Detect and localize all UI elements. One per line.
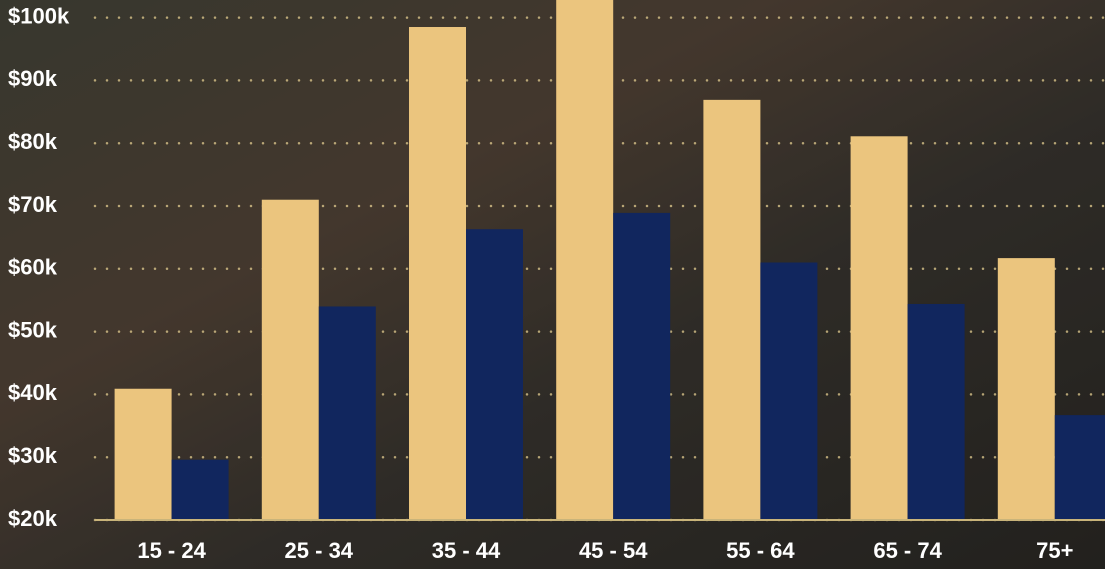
x-tick-label: 15 - 24 — [137, 538, 206, 563]
y-tick-label: $80k — [8, 129, 58, 154]
bar — [114, 388, 172, 520]
y-tick-label: $60k — [8, 255, 58, 280]
bar — [850, 136, 908, 520]
bar — [1054, 415, 1105, 520]
x-tick-label: 65 - 74 — [873, 538, 942, 563]
bar — [613, 212, 671, 520]
y-tick-label: $70k — [8, 192, 58, 217]
bar — [466, 229, 523, 520]
bar — [703, 99, 761, 520]
x-tick-label: 45 - 54 — [579, 538, 648, 563]
x-tick-label: 75+ — [1036, 538, 1073, 563]
bar — [409, 27, 466, 521]
bar — [556, 0, 614, 520]
y-tick-label: $90k — [8, 66, 58, 91]
bar — [997, 258, 1055, 520]
y-tick-label: $50k — [8, 317, 58, 342]
bar — [318, 306, 376, 520]
y-tick-label: $40k — [8, 380, 58, 405]
y-tick-label: $30k — [8, 443, 58, 468]
y-tick-label: $20k — [8, 506, 58, 531]
y-tick-label: $100k — [8, 3, 70, 28]
x-tick-label: 25 - 34 — [285, 538, 354, 563]
bar — [907, 303, 965, 520]
x-tick-label: 35 - 44 — [432, 538, 501, 563]
bar — [760, 262, 818, 520]
x-tick-label: 55 - 64 — [726, 538, 795, 563]
bar — [171, 459, 229, 520]
bar — [261, 199, 319, 520]
